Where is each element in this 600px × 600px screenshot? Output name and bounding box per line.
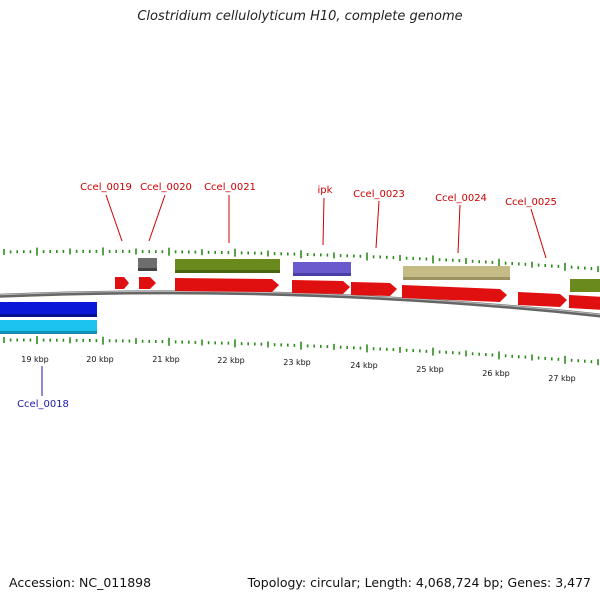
cds-arrow-ccel-0021[interactable]: [175, 278, 279, 292]
leader-line-ccel-0019: [105, 194, 123, 242]
cds-arrow-ccel-0020[interactable]: [139, 277, 156, 289]
genome-summary-text: Topology: circular; Length: 4,068,724 bp…: [247, 575, 591, 590]
feature-band-ccel-0024[interactable]: [403, 266, 510, 280]
scale-label-27kbp: 27 kbp: [548, 374, 576, 383]
gene-label-ccel-0023[interactable]: Ccel_0023: [353, 189, 405, 200]
feature-band-ccel-0026[interactable]: [570, 279, 600, 292]
leader-line-ccel-0020: [148, 194, 166, 242]
feature-band-ccel-0018-cyan-shade: [0, 331, 97, 334]
cds-arrow-ccel-0025[interactable]: [518, 292, 567, 307]
cds-arrow-ccel-0026[interactable]: [569, 295, 600, 310]
scale-label-25kbp: 25 kbp: [416, 365, 444, 374]
feature-band-ccel-0021-shade: [175, 270, 280, 273]
feature-band-ipk[interactable]: [293, 262, 351, 276]
gene-label-ccel-0018[interactable]: Ccel_0018: [17, 399, 69, 410]
scale-label-19kbp: 19 kbp: [21, 355, 49, 364]
accession-text: Accession: NC_011898: [9, 575, 152, 590]
cds-arrow-ccel-0024[interactable]: [402, 285, 507, 302]
gene-label-ccel-0024[interactable]: Ccel_0024: [435, 193, 487, 204]
cds-arrow-ccel-0023[interactable]: [351, 282, 397, 296]
gene-label-ccel-0019[interactable]: Ccel_0019: [80, 182, 132, 193]
feature-band-ccel-0020-shade: [138, 268, 157, 271]
map-title: Clostridium cellulolyticum H10, complete…: [137, 9, 463, 24]
leader-line-ipk: [322, 197, 325, 246]
genome-backbone-highlight: [0, 290, 600, 315]
scale-label-24kbp: 24 kbp: [350, 361, 378, 370]
scale-label-26kbp: 26 kbp: [482, 369, 510, 378]
feature-band-ccel-0024-shade: [403, 277, 510, 280]
gene-label-ccel-0021[interactable]: Ccel_0021: [204, 182, 256, 193]
feature-band-ipk-shade: [293, 273, 351, 276]
gene-label-ccel-0025[interactable]: Ccel_0025: [505, 197, 557, 208]
genome-backbone: [0, 290, 600, 318]
leader-line-ccel-0024: [457, 204, 461, 254]
feature-band-ccel-0021[interactable]: [175, 259, 280, 273]
leader-line-ccel-0025: [530, 208, 547, 259]
scale-label-23kbp: 23 kbp: [283, 358, 311, 367]
scale-label-21kbp: 21 kbp: [152, 355, 180, 364]
cds-arrow-ipk[interactable]: [292, 280, 350, 294]
feature-band-ccel-0020[interactable]: [138, 258, 157, 271]
feature-band-ccel-0018-blue-shade: [0, 314, 97, 317]
bottom-tick-row: [3, 336, 599, 366]
feature-band-ccel-0018-cyan[interactable]: [0, 320, 97, 334]
cds-arrow-ccel-0019[interactable]: [115, 277, 129, 289]
feature-band-ccel-0018-blue[interactable]: [0, 302, 97, 317]
top-tick-row: [3, 247, 599, 273]
gene-label-ipk[interactable]: ipk: [318, 185, 333, 196]
scale-label-22kbp: 22 kbp: [217, 356, 245, 365]
scale-label-20kbp: 20 kbp: [86, 355, 114, 364]
leader-line-ccel-0023: [375, 200, 380, 249]
gene-label-ccel-0020[interactable]: Ccel_0020: [140, 182, 192, 193]
